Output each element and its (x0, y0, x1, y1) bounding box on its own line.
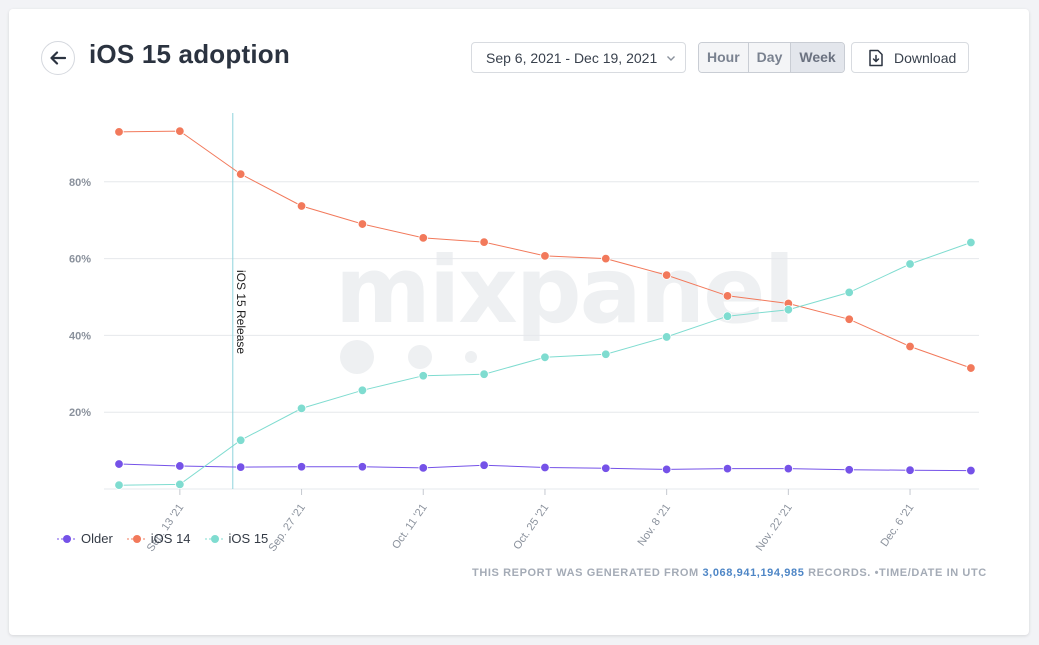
records-count: 3,068,941,194,985 (702, 567, 805, 579)
data-point-older[interactable] (783, 463, 794, 474)
legend-item-ios15[interactable]: iOS 15 (204, 531, 269, 546)
data-point-ios14[interactable] (114, 127, 124, 137)
data-point-ios15[interactable] (540, 352, 550, 362)
chart-legend: Older iOS 14 iOS 15 (57, 531, 282, 546)
data-point-older[interactable] (296, 462, 307, 472)
data-point-older[interactable] (844, 465, 854, 475)
data-point-older[interactable] (235, 462, 246, 472)
x-tick-label: Dec. 6 '21 (878, 502, 916, 549)
y-axis-ticks: 20% 40% 60% 80% (69, 177, 91, 419)
legend-item-ios14[interactable]: iOS 14 (126, 531, 191, 546)
data-point-ios15[interactable] (114, 480, 124, 490)
data-point-ios15[interactable] (722, 311, 733, 321)
granularity-hour[interactable]: Hour (699, 43, 749, 72)
data-point-ios14[interactable] (601, 253, 611, 264)
legend-swatch-older (57, 534, 77, 543)
data-point-ios14[interactable] (540, 251, 550, 261)
watermark-dot-large (340, 340, 374, 374)
x-tick-label: Oct. 25 '21 (511, 502, 551, 552)
release-annotation: iOS 15 Release (232, 113, 248, 489)
data-point-older[interactable] (479, 460, 489, 470)
chevron-down-icon (667, 56, 675, 61)
data-point-ios15[interactable] (296, 403, 307, 414)
series-ios15 (114, 237, 976, 490)
download-button[interactable]: Download (851, 42, 969, 73)
y-tick-label: 40% (69, 330, 91, 342)
data-point-ios14[interactable] (357, 219, 368, 229)
series-ios14 (114, 126, 976, 373)
data-point-ios14[interactable] (966, 363, 976, 373)
granularity-week[interactable]: Week (791, 43, 844, 72)
x-tick-label: Oct. 11 '21 (390, 502, 430, 552)
x-tick-label: Nov. 8 '21 (636, 502, 674, 549)
data-point-ios14[interactable] (722, 291, 733, 301)
data-point-older[interactable] (722, 463, 733, 474)
mixpanel-watermark: mixpanel (335, 237, 795, 374)
legend-swatch-ios14 (126, 534, 147, 543)
watermark-dot-medium (408, 345, 432, 369)
data-point-ios14[interactable] (418, 233, 428, 243)
watermark-text: mixpanel (335, 237, 793, 344)
y-tick-label: 60% (69, 254, 91, 266)
granularity-toggle: Hour Day Week (698, 42, 845, 73)
data-point-older[interactable] (114, 459, 124, 469)
arrow-left-icon (50, 51, 66, 65)
data-point-older[interactable] (661, 464, 672, 475)
data-point-ios15[interactable] (235, 435, 246, 445)
report-card (9, 9, 1029, 635)
data-point-ios15[interactable] (175, 479, 185, 490)
y-tick-label: 80% (69, 177, 91, 189)
data-point-ios15[interactable] (479, 369, 489, 379)
report-footer: THIS REPORT WAS GENERATED FROM 3,068,941… (472, 567, 987, 579)
page-title: iOS 15 adoption (89, 39, 290, 69)
data-point-ios14[interactable] (844, 314, 854, 324)
data-point-older[interactable] (966, 465, 976, 476)
data-point-ios15[interactable] (844, 287, 854, 298)
legend-label-ios14: iOS 14 (150, 531, 191, 546)
x-tick-label: Sep. 13 '21 (145, 502, 187, 554)
data-point-ios14[interactable] (235, 169, 246, 179)
series-older (114, 459, 976, 476)
data-point-ios14[interactable] (661, 270, 672, 280)
legend-swatch-ios15 (204, 534, 225, 543)
watermark-dot-small (465, 351, 477, 363)
data-point-ios15[interactable] (601, 349, 611, 359)
download-label: Download (894, 49, 957, 66)
data-point-ios15[interactable] (966, 237, 976, 248)
date-range-value: Sep 6, 2021 - Dec 19, 2021 (486, 49, 658, 66)
data-point-ios15[interactable] (905, 259, 915, 269)
y-tick-label: 20% (69, 407, 91, 419)
granularity-day[interactable]: Day (748, 43, 792, 72)
data-point-older[interactable] (357, 462, 368, 472)
x-tick-label: Sep. 27 '21 (266, 502, 308, 554)
date-range-picker[interactable]: Sep 6, 2021 - Dec 19, 2021 (471, 42, 686, 73)
legend-label-ios15: iOS 15 (228, 531, 269, 546)
legend-item-older[interactable]: Older (57, 531, 113, 546)
data-point-ios15[interactable] (661, 332, 672, 342)
data-point-older[interactable] (601, 463, 611, 473)
x-tick-label: Nov. 22 '21 (754, 502, 795, 554)
data-point-older[interactable] (540, 462, 550, 473)
footer-suffix: RECORDS. •TIME/DATE IN UTC (808, 567, 987, 579)
data-point-ios15[interactable] (357, 385, 368, 396)
data-point-older[interactable] (905, 465, 915, 475)
legend-label-older: Older (81, 531, 113, 546)
data-point-ios14[interactable] (296, 201, 307, 211)
download-icon (869, 49, 883, 66)
data-point-older[interactable] (175, 461, 185, 471)
data-point-ios15[interactable] (418, 371, 428, 381)
data-point-older[interactable] (418, 463, 428, 473)
release-label: iOS 15 Release (234, 270, 248, 354)
back-button[interactable] (41, 41, 75, 75)
data-point-ios15[interactable] (783, 304, 794, 315)
data-point-ios14[interactable] (175, 126, 185, 136)
chart-series (114, 126, 976, 490)
data-point-ios14[interactable] (479, 237, 489, 247)
footer-prefix: THIS REPORT WAS GENERATED FROM (472, 567, 699, 579)
data-point-ios14[interactable] (905, 341, 915, 352)
